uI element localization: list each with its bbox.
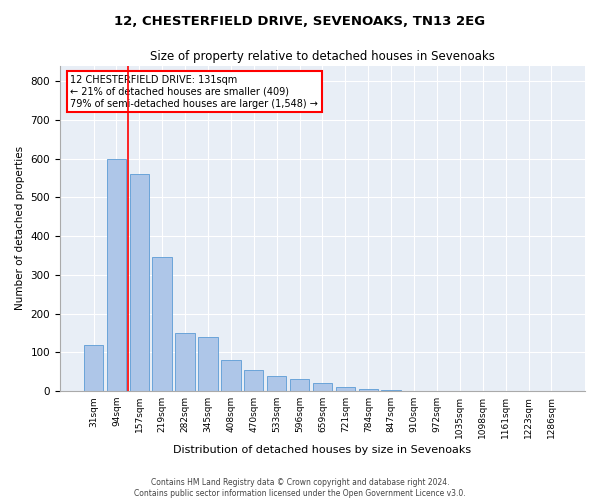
Bar: [382, 390, 401, 391]
Bar: [335, 387, 355, 391]
Bar: [244, 370, 263, 391]
Bar: [267, 376, 286, 391]
Text: 12 CHESTERFIELD DRIVE: 131sqm
← 21% of detached houses are smaller (409)
79% of : 12 CHESTERFIELD DRIVE: 131sqm ← 21% of d…: [70, 76, 318, 108]
Text: 12, CHESTERFIELD DRIVE, SEVENOAKS, TN13 2EG: 12, CHESTERFIELD DRIVE, SEVENOAKS, TN13 …: [115, 15, 485, 28]
Bar: [221, 360, 241, 391]
Bar: [198, 337, 218, 391]
Y-axis label: Number of detached properties: Number of detached properties: [15, 146, 25, 310]
Bar: [290, 380, 309, 391]
Title: Size of property relative to detached houses in Sevenoaks: Size of property relative to detached ho…: [150, 50, 495, 63]
X-axis label: Distribution of detached houses by size in Sevenoaks: Distribution of detached houses by size …: [173, 445, 472, 455]
Text: Contains HM Land Registry data © Crown copyright and database right 2024.
Contai: Contains HM Land Registry data © Crown c…: [134, 478, 466, 498]
Bar: [175, 333, 195, 391]
Bar: [130, 174, 149, 391]
Bar: [313, 384, 332, 391]
Bar: [84, 344, 103, 391]
Bar: [107, 158, 126, 391]
Bar: [152, 258, 172, 391]
Bar: [359, 389, 378, 391]
